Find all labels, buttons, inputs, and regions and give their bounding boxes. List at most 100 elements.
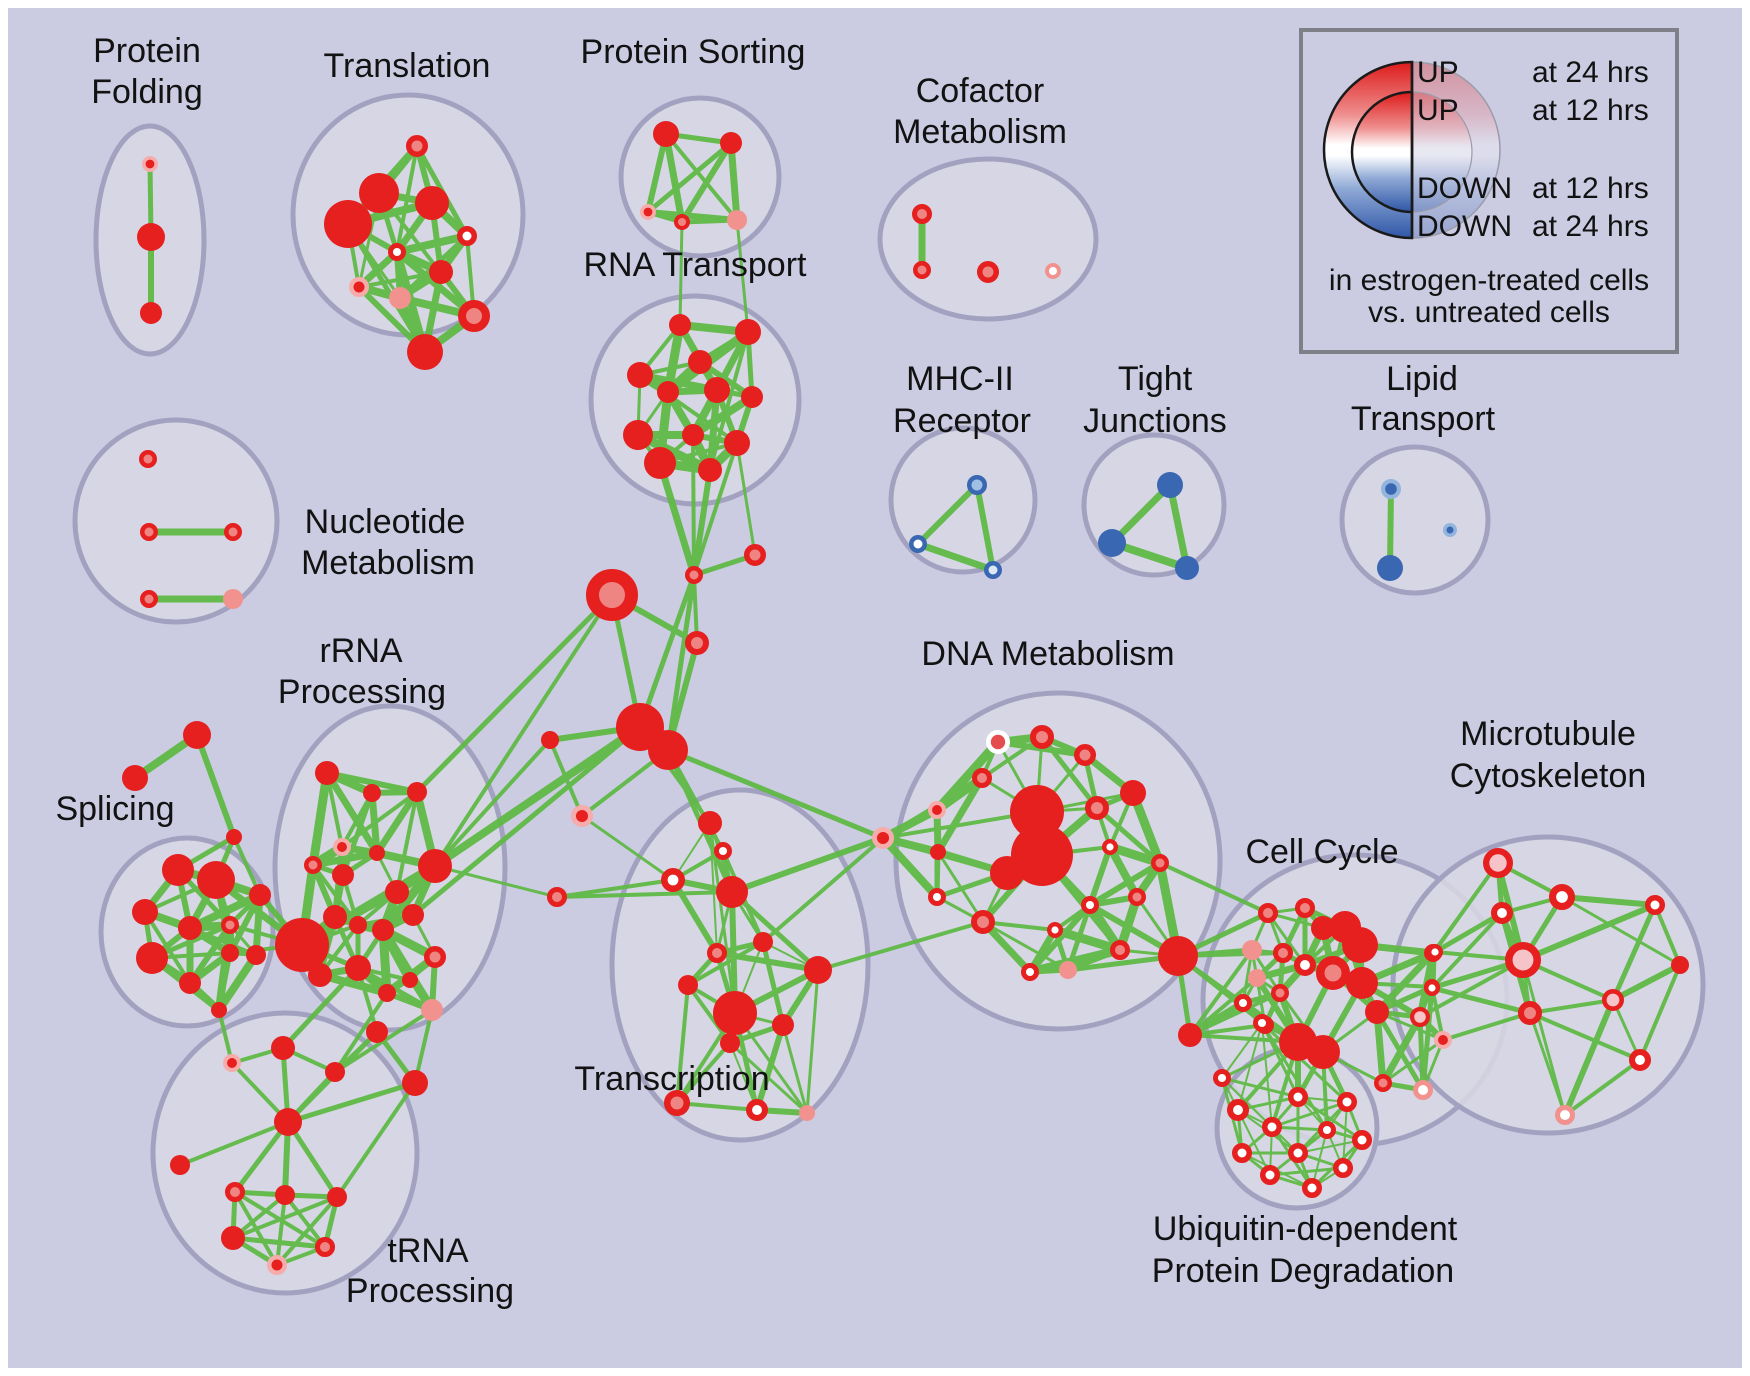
bridge-edge-cc-mc <box>1441 1011 1532 1042</box>
edge-dm <box>981 920 1057 932</box>
edge-sp <box>215 951 260 1014</box>
edge-br <box>194 732 237 840</box>
cluster-label-rt: RNA Transport <box>584 246 808 284</box>
cluster-label-rr: Processing <box>278 673 446 711</box>
edge-rr <box>323 769 381 857</box>
edge-dm <box>981 920 1070 972</box>
gene-node-white-red <box>1260 1165 1280 1185</box>
gene-node-red <box>162 854 194 886</box>
gene-node-pink-ring-red <box>639 204 656 221</box>
edge-ps <box>679 140 734 225</box>
gene-node-red <box>122 765 148 791</box>
gene-node-red <box>1342 927 1378 963</box>
edge-tx <box>805 968 820 1115</box>
legend: UP at 24 hrs UP at 12 hrs DOWN at 12 hrs DOWN a… <box>1299 28 1679 354</box>
bridge-edge-tk-tx <box>580 814 675 882</box>
edge-ub <box>1237 1022 1263 1111</box>
bridge-edge-tn-rr <box>280 965 361 1051</box>
gene-node-blue <box>1377 555 1403 581</box>
gene-node-red <box>402 904 424 926</box>
edge-tx <box>781 1023 809 1115</box>
gene-node-red <box>136 942 168 974</box>
gene-node-red <box>713 991 757 1035</box>
gene-node-blue <box>1098 529 1126 557</box>
gene-node-red-pink <box>1258 903 1278 923</box>
gene-node-white-red <box>1288 1143 1308 1163</box>
gene-node-red <box>178 916 202 940</box>
edge-mc <box>1562 997 1616 1118</box>
legend-note-line-1: vs. untreated cells <box>1368 296 1610 329</box>
gene-node-pink-ring-red <box>222 1054 241 1073</box>
edge-tn <box>285 1080 418 1125</box>
gene-node-red-pink <box>977 261 999 283</box>
gene-node-red <box>211 1002 227 1018</box>
edge-tn <box>232 1119 291 1195</box>
bridge-edge-ps-rt <box>735 218 750 334</box>
gene-node-red <box>246 945 266 965</box>
gene-node-white-red <box>1317 1120 1336 1139</box>
legend-time-2: at 12 hrs <box>1532 172 1649 205</box>
edge-mc <box>1610 902 1658 1003</box>
edge-cc <box>1420 984 1435 1093</box>
edge-mc <box>1638 963 1682 1062</box>
edge-cc <box>1381 1038 1445 1085</box>
gene-node-red-pink <box>1151 854 1169 872</box>
edge-rt <box>638 373 739 445</box>
gene-node-red-pink <box>1518 1001 1542 1025</box>
edge-tx <box>675 1041 732 1105</box>
legend-glyph-left-half <box>1350 90 1414 214</box>
gene-node-red <box>623 420 653 450</box>
edge-tn <box>283 1193 327 1249</box>
gene-node-white-red <box>1629 1049 1652 1072</box>
cluster-label-lt: Transport <box>1351 400 1496 438</box>
gene-node-red-pink <box>140 523 158 541</box>
gene-node-red-pink <box>1110 940 1130 960</box>
gene-node-pink-ring-red <box>142 156 159 173</box>
gene-node-white-red <box>1080 895 1099 914</box>
legend-direction-2: DOWN <box>1417 172 1512 205</box>
bridge-edge-rr-tk <box>410 724 643 918</box>
gene-node-red-pink <box>406 135 428 157</box>
gene-node-red-pink <box>140 590 158 608</box>
gene-node-red-pink <box>1030 725 1054 749</box>
bridge-edge-cc-mc <box>1418 958 1525 1019</box>
bridge-edge-tx-dm <box>761 836 885 944</box>
gene-node-pink <box>1242 940 1262 960</box>
gene-node-red <box>418 849 452 883</box>
edge-mc <box>1560 895 1682 967</box>
bridge-edge-tx-dm <box>729 835 886 895</box>
gene-node-white-red <box>1294 954 1317 977</box>
gene-node-red <box>369 845 385 861</box>
gene-node-white-red <box>1423 980 1440 997</box>
edge-tx <box>754 1022 786 1113</box>
gene-node-red-pink <box>225 1182 245 1202</box>
gene-node-white-red <box>1333 1158 1353 1178</box>
gene-node-white-red <box>1352 1130 1372 1150</box>
edge-dm <box>980 735 1044 780</box>
gene-node-red-pink <box>1374 1074 1392 1092</box>
gene-node-red <box>274 1108 302 1136</box>
gene-node-red <box>644 447 676 479</box>
gene-node-red <box>429 260 453 284</box>
gene-node-red <box>741 386 763 408</box>
gene-node-pink-ring-red <box>332 838 351 857</box>
edge-tn <box>275 1193 287 1267</box>
gene-node-red <box>990 856 1024 890</box>
bridge-edge-tx-dm <box>816 920 985 972</box>
gene-node-white-red <box>1046 922 1063 939</box>
edge-sp <box>187 922 233 986</box>
gene-node-red <box>332 864 354 886</box>
edge-cc <box>1373 949 1437 1016</box>
gene-node-pink <box>389 287 411 309</box>
gene-node-red <box>1120 780 1146 806</box>
cluster-label-tx: Transcription <box>574 1060 769 1098</box>
edge-ub <box>1260 1021 1349 1104</box>
gene-node-red-pink <box>971 910 995 934</box>
gene-node-red <box>271 1036 295 1060</box>
cluster-label-mh: Receptor <box>893 402 1031 440</box>
edge-tx <box>675 983 690 1105</box>
edge-mc <box>1528 998 1615 1015</box>
gene-node-pink <box>223 589 243 609</box>
cluster-label-lt: Lipid <box>1386 360 1458 398</box>
cluster-label-rr: rRNA <box>319 632 402 670</box>
